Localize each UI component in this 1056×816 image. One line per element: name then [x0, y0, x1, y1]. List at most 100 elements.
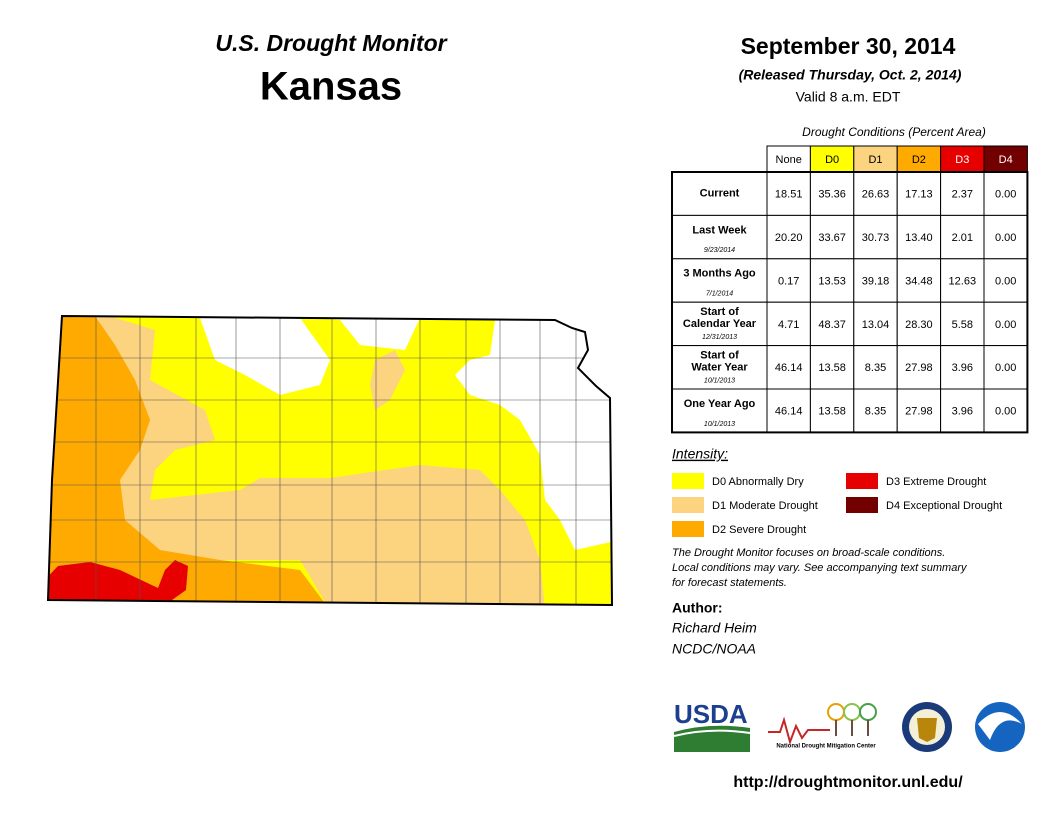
row-date: 10/1/2013: [704, 421, 735, 428]
program-title: U.S. Drought Monitor: [215, 30, 447, 56]
row-label: Start of: [700, 350, 739, 362]
table-title: Drought Conditions (Percent Area): [802, 125, 986, 139]
value-cell: [896, 345, 942, 390]
table-value: 30.73: [862, 232, 890, 244]
row-header-cell: [671, 388, 768, 433]
table-value: 4.71: [778, 319, 799, 331]
value-cell: [983, 214, 1028, 260]
ndmc-text: National Drought Mitigation Center: [776, 744, 876, 750]
ndmc-logo: National Drought Mitigation Center: [768, 703, 877, 750]
table-value: 39.18: [862, 275, 890, 287]
legend-swatch: [672, 521, 704, 537]
value-cell: [853, 388, 898, 433]
table-value: 13.53: [818, 275, 846, 287]
table-value: 3.96: [952, 406, 973, 418]
author-title: Author:: [672, 600, 723, 616]
table-value: 13.04: [862, 319, 890, 331]
table-value: 2.01: [952, 232, 973, 244]
table-value: 8.35: [865, 406, 886, 418]
table-value: 5.58: [952, 319, 973, 331]
legend-label: D3 Extreme Drought: [886, 476, 986, 488]
map-date: September 30, 2014: [741, 33, 956, 59]
table-value: 12.63: [949, 275, 977, 287]
table-value: 0.00: [995, 319, 1016, 331]
value-cell: [896, 258, 942, 303]
value-cell: [983, 258, 1028, 303]
table-value: 3.96: [952, 362, 973, 374]
table-value: 18.51: [775, 189, 803, 201]
url[interactable]: http://droughtmonitor.unl.edu/: [733, 774, 963, 791]
row-date: 7/1/2014: [706, 291, 733, 298]
kansas-map: [48, 316, 612, 605]
column-header: D4: [999, 154, 1013, 166]
column-header: D1: [868, 154, 882, 166]
legend-swatch: [672, 473, 704, 489]
row-date: 12/31/2013: [702, 334, 737, 341]
value-cell: [809, 214, 855, 260]
table-value: 0.00: [995, 362, 1016, 374]
table-value: 33.67: [818, 232, 846, 244]
value-cell: [940, 258, 985, 303]
table-value: 2.37: [952, 189, 973, 201]
doc-seal: [902, 702, 952, 752]
row-label: One Year Ago: [684, 398, 756, 410]
table-border: [671, 171, 1029, 434]
usda-text: USDA: [674, 699, 748, 729]
row-label: Water Year: [691, 362, 748, 374]
noaa-logo: [975, 702, 1025, 752]
legend-label: D0 Abnormally Dry: [712, 476, 804, 488]
value-cell: [896, 388, 942, 433]
table-value: 34.48: [905, 275, 933, 287]
valid-time: Valid 8 a.m. EDT: [796, 89, 901, 105]
table-value: 0.00: [995, 232, 1016, 244]
table-value: 13.58: [818, 362, 846, 374]
value-cell: [853, 214, 898, 260]
column-header-cell: [983, 145, 1028, 173]
conditions-table: None D0 D1 D2 D3 D4 Current 18.51 35.36 26.63 17.1…: [671, 145, 1029, 434]
column-header-cell: [766, 145, 811, 173]
table-value: 0.00: [995, 275, 1016, 287]
column-header: D2: [912, 154, 926, 166]
column-header: D0: [825, 154, 839, 166]
table-value: 46.14: [775, 406, 803, 418]
table-value: 26.63: [862, 189, 890, 201]
value-cell: [940, 301, 985, 347]
column-header: None: [776, 154, 802, 166]
row-label: Start of: [700, 306, 739, 318]
table-value: 27.98: [905, 362, 933, 374]
legend-swatch: [846, 497, 878, 513]
note-line: for forecast statements.: [672, 577, 787, 589]
row-label: 3 Months Ago: [683, 268, 756, 280]
table-value: 13.40: [905, 232, 933, 244]
table-value: 27.98: [905, 406, 933, 418]
legend-label: D2 Severe Drought: [712, 524, 806, 536]
legend-label: D1 Moderate Drought: [712, 500, 818, 512]
state-outline: [46, 314, 614, 607]
value-cell: [896, 301, 942, 347]
legend: D0 Abnormally Dry D1 Moderate Drought D2 S…: [672, 473, 1002, 537]
legend-swatch: [672, 497, 704, 513]
no-drought-area: [235, 316, 612, 550]
column-header-cell: [896, 145, 942, 173]
d1-area: [70, 316, 545, 605]
table-value: 20.20: [775, 232, 803, 244]
note-line: Local conditions may vary. See accompany…: [672, 562, 968, 574]
d3-area: [48, 560, 188, 605]
county-lines: [48, 316, 612, 605]
value-cell: [809, 258, 855, 303]
row-header-cell: [671, 171, 768, 216]
table-value: 0.00: [995, 189, 1016, 201]
no-drought-area: [200, 318, 330, 395]
usda-logo: USDA: [673, 699, 751, 752]
author-name: Richard Heim: [672, 620, 757, 636]
row-date: 10/1/2013: [704, 377, 735, 384]
table-value: 35.36: [818, 189, 846, 201]
d1-area: [370, 350, 405, 410]
table-value: 28.30: [905, 319, 933, 331]
value-cell: [853, 345, 898, 390]
value-cell: [766, 301, 811, 347]
table-value: 0.17: [778, 275, 799, 287]
legend-swatch: [846, 473, 878, 489]
